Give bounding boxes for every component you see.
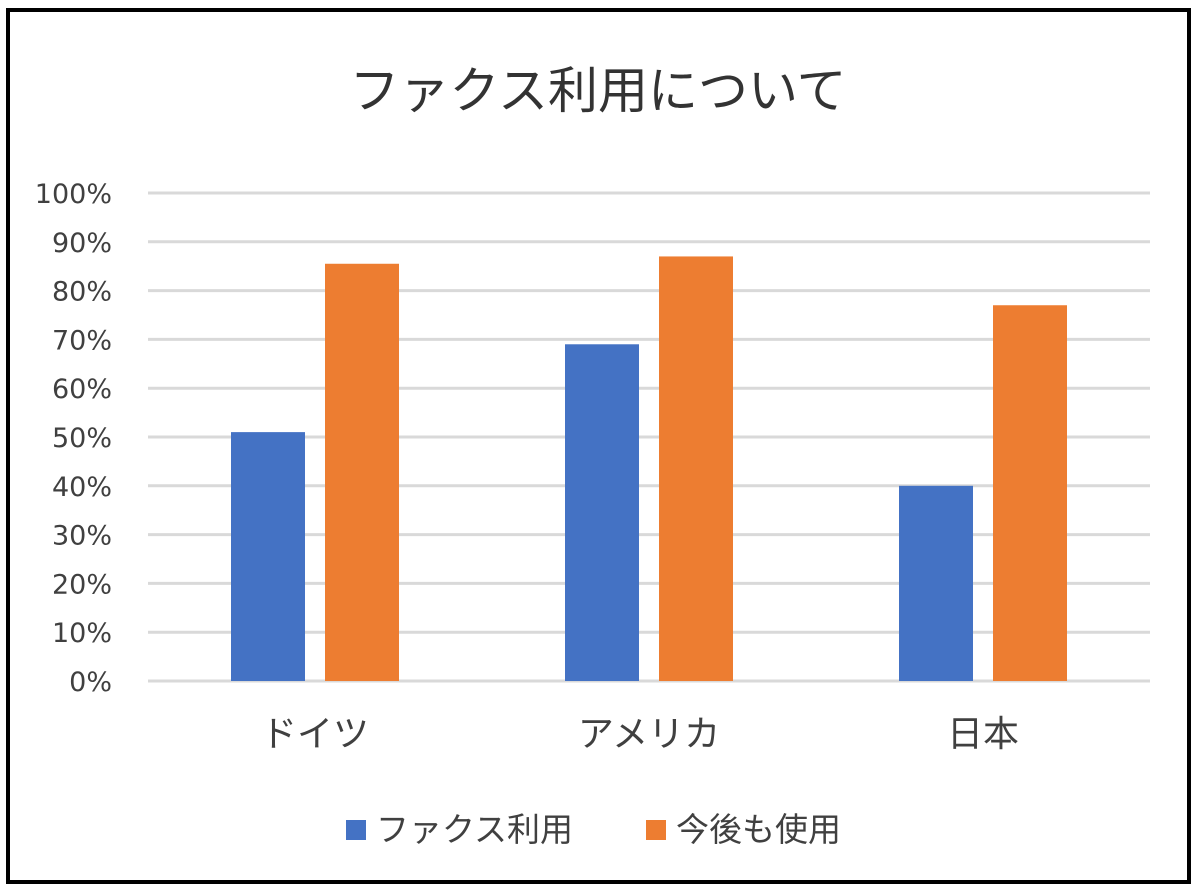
legend-swatch [646,820,666,840]
y-axis-ticks: 0% 10% 20% 30% 40% 50% 60% 70% 80% 90% 100% [35,179,112,698]
y-tick-label: 80% [52,277,112,308]
y-tick-label: 40% [52,472,112,503]
bars [231,256,1067,681]
bar-continue-use [993,305,1067,681]
x-tick-label: ドイツ [261,714,369,755]
gridlines [148,191,1150,683]
y-tick-label: 10% [52,618,112,649]
bar-continue-use [325,263,399,681]
legend-swatch [346,820,366,840]
bar-continue-use [659,256,733,681]
y-tick-label: 70% [52,325,112,356]
y-tick-label: 20% [52,569,112,600]
bar-fax-usage [565,344,639,681]
legend: ファクス利用 今後も使用 [346,810,841,849]
y-tick-label: 0% [69,667,112,698]
y-tick-label: 50% [52,423,112,454]
bar-fax-usage [899,485,973,681]
chart-title: ファクス利用について [350,62,847,120]
x-tick-label: アメリカ [578,714,720,755]
x-axis-ticks: ドイツ アメリカ 日本 [261,714,1019,755]
y-tick-label: 60% [52,374,112,405]
x-tick-label: 日本 [947,714,1019,755]
y-tick-label: 90% [52,228,112,259]
y-tick-label: 30% [52,521,112,552]
y-tick-label: 100% [35,179,112,210]
legend-label: ファクス利用 [376,810,573,849]
legend-label: 今後も使用 [676,810,841,849]
bar-fax-usage [231,432,305,681]
